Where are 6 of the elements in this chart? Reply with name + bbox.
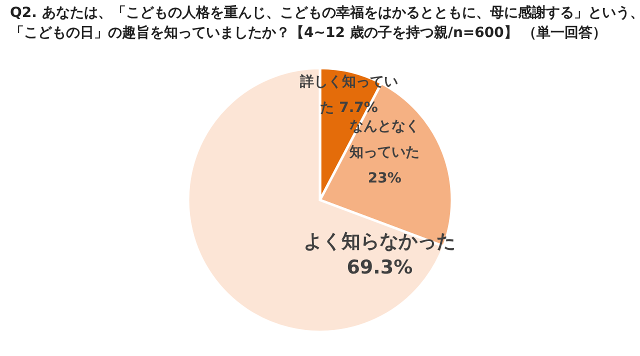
data-label: 69.3%	[346, 256, 413, 278]
slice-label: なんとなく知っていた	[348, 118, 420, 161]
data-label: 23%	[368, 170, 402, 187]
slice-label: よく知らなかった	[304, 230, 456, 252]
chart-title: Q2. あなたは、「こどもの人格を重んじ、こどもの幸福をはかるとともに、母に感謝する」という、	[10, 4, 640, 21]
chart-subtitle: 「こどもの日」の趣旨を知っていましたか？【4~12 歳の子を持つ親/n=600】 （単一回答）	[10, 24, 607, 41]
